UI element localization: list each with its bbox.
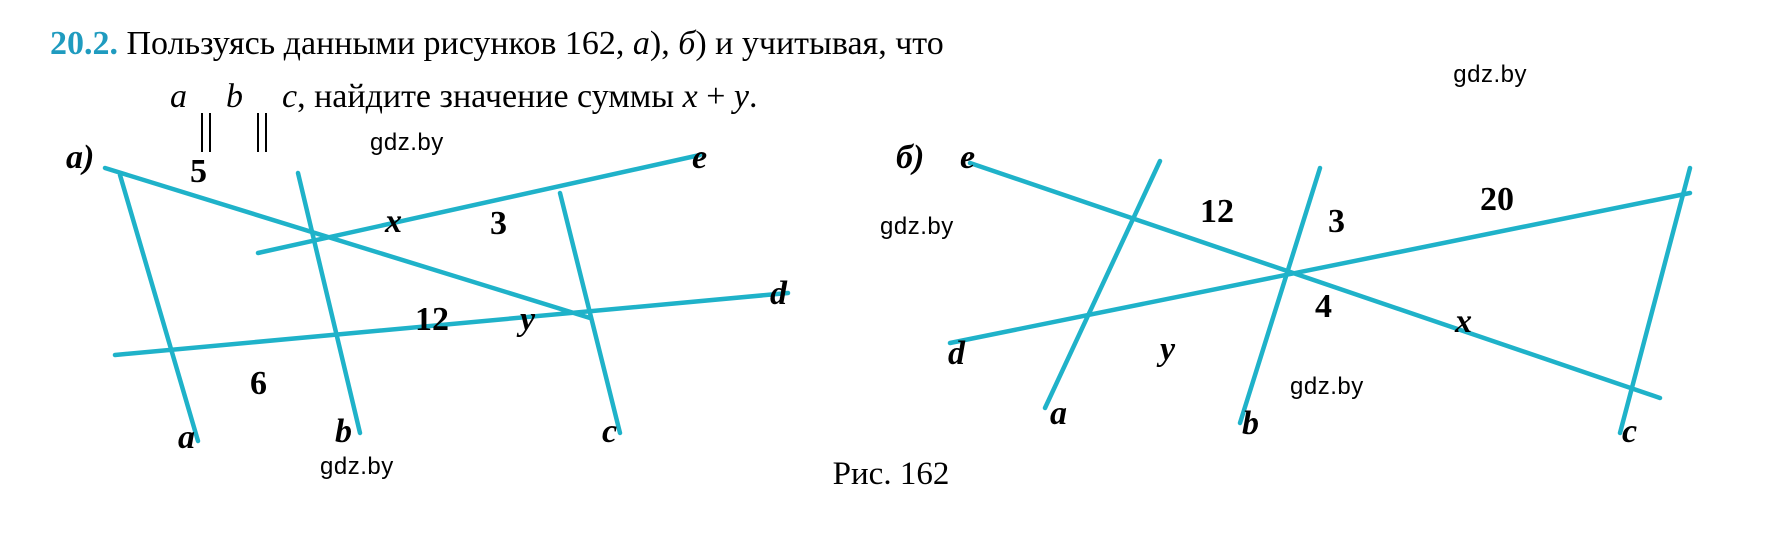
text-line1-prefix: Пользуясь данными рисунков 162, [127, 25, 633, 62]
line-a [1045, 161, 1160, 408]
num-20: 20 [1480, 181, 1514, 219]
lbl-d: d [948, 335, 965, 373]
line-a [120, 175, 198, 441]
text-line2-end: . [749, 78, 758, 115]
line-e [970, 163, 1660, 398]
sym-plus: + [698, 78, 734, 115]
lbl-b: b [335, 413, 352, 451]
figure-b-svg [890, 133, 1710, 463]
line-d [115, 293, 788, 355]
problem-number: 20.2. [50, 25, 118, 62]
num-12: 12 [1200, 193, 1234, 231]
lbl-e: e [692, 139, 707, 177]
num-3: 3 [1328, 203, 1345, 241]
num-5: 5 [190, 153, 207, 191]
lbl-a: a [1050, 395, 1067, 433]
problem-text: 20.2. Пользуясь данными рисунков 162, а)… [50, 18, 1732, 123]
lbl-b: b [1242, 405, 1259, 443]
num-3: 3 [490, 205, 507, 243]
figures-row: а) 5 x 3 12 y 6 [50, 123, 1732, 483]
figure-a: а) 5 x 3 12 y 6 [60, 133, 820, 463]
lbl-c: c [602, 413, 617, 451]
num-x: x [385, 203, 402, 241]
sym-c: c [282, 78, 297, 115]
figure-a-svg [60, 133, 820, 463]
text-line1-tail: ) и учитывая, что [695, 25, 943, 62]
option-a: а [633, 25, 650, 62]
lbl-d: d [770, 275, 787, 313]
num-12: 12 [415, 301, 449, 339]
sym-x: x [683, 78, 698, 115]
num-4: 4 [1315, 288, 1332, 326]
figure-a-label: а) [66, 139, 94, 177]
lbl-a: a [178, 419, 195, 457]
figure-b-label: б) [896, 139, 924, 177]
num-y: y [1160, 331, 1175, 369]
option-b: б [678, 25, 695, 62]
num-y: y [520, 301, 535, 339]
page-root: 20.2. Пользуясь данными рисунков 162, а)… [0, 0, 1772, 546]
lbl-c: c [1622, 413, 1637, 451]
line-c [1620, 168, 1690, 433]
line-e [258, 155, 700, 253]
num-6: 6 [250, 365, 267, 403]
text-line2-mid: , найдите значение суммы [297, 78, 683, 115]
line-b [298, 173, 360, 433]
sym-a: a [170, 78, 187, 115]
watermark: gdz.by [1290, 373, 1364, 401]
aux-line [105, 168, 590, 318]
lbl-e: e [960, 139, 975, 177]
watermark: gdz.by [1453, 56, 1527, 93]
figure-caption: Рис. 162 [50, 456, 1732, 493]
num-x: x [1455, 303, 1472, 341]
figure-b: б) 12 3 20 4 y x e d a [890, 133, 1710, 463]
watermark: gdz.by [880, 213, 954, 241]
sym-y: y [734, 78, 749, 115]
text-line1-mid: ), [650, 25, 678, 62]
sym-b: b [226, 78, 243, 115]
